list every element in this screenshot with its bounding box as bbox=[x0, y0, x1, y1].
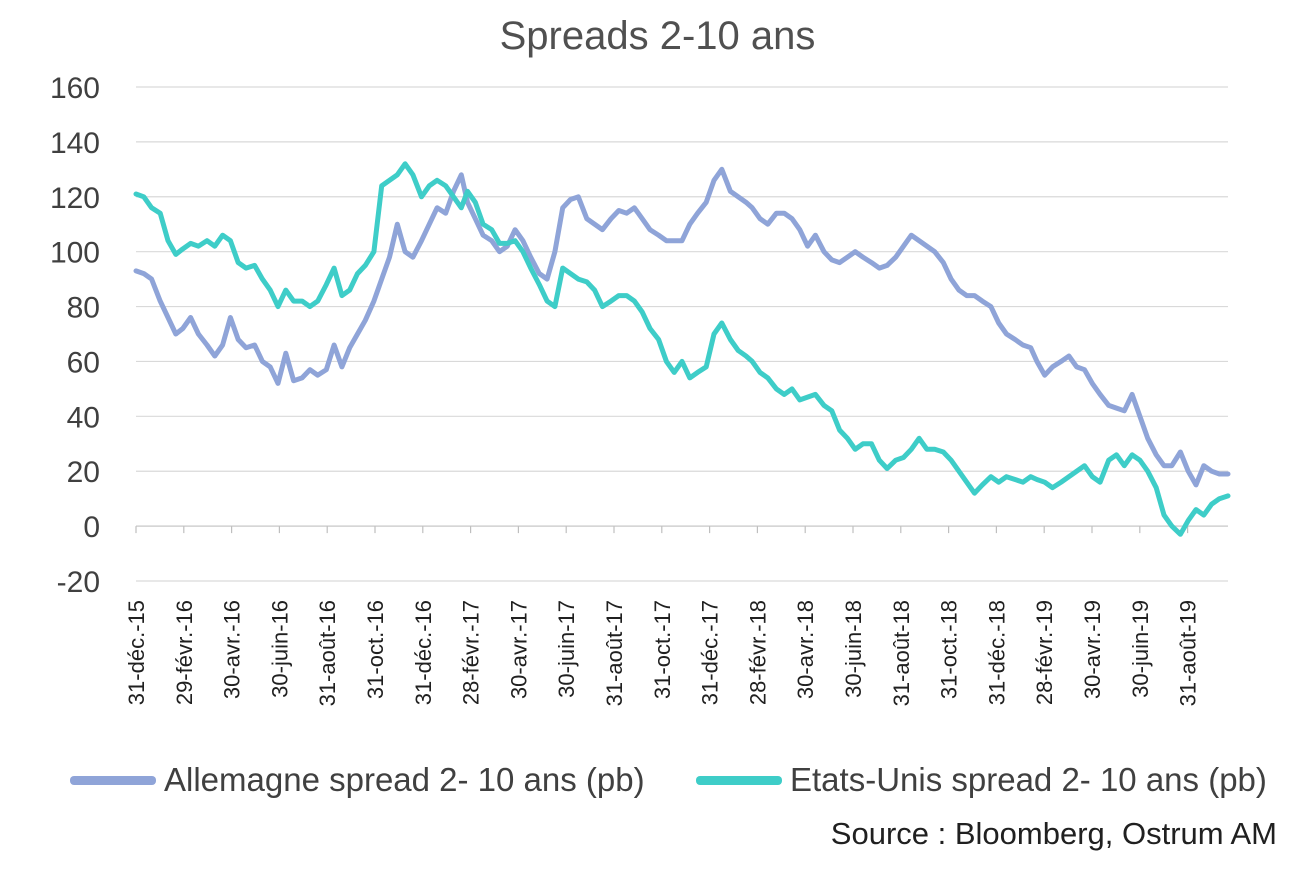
legend-entry-etats-unis: Etats-Unis spread 2- 10 ans (pb) bbox=[696, 758, 1267, 802]
x-tick-label: 31-déc.-15 bbox=[124, 600, 149, 705]
x-tick-label: 31-déc.-16 bbox=[411, 600, 436, 705]
legend-entry-allemagne: Allemagne spread 2- 10 ans (pb) bbox=[70, 758, 645, 802]
y-tick-label: 0 bbox=[83, 511, 100, 544]
x-axis bbox=[135, 525, 1228, 534]
x-tick-label: 31-août-18 bbox=[889, 600, 914, 706]
y-tick-label: 160 bbox=[50, 72, 100, 105]
series-line-etats-unis bbox=[133, 161, 1231, 537]
chart-title: Spreads 2-10 ans bbox=[499, 14, 816, 58]
legend-swatch-allemagne bbox=[70, 775, 156, 785]
y-tick-label: -20 bbox=[57, 566, 100, 599]
x-tick-label: 28-févr.-17 bbox=[459, 600, 484, 705]
x-axis-tick-labels: 31-déc.-15 29-févr.-16 30-avr.-16 30-juin-1… bbox=[124, 600, 1201, 706]
y-tick-label: 140 bbox=[50, 127, 100, 160]
y-axis-tick-labels: 160 140 120 100 80 60 40 20 0 -20 bbox=[50, 72, 100, 599]
x-tick-label: 30-juin-16 bbox=[267, 600, 292, 698]
y-tick-label: 120 bbox=[50, 182, 100, 215]
y-tick-label: 100 bbox=[50, 237, 100, 270]
x-tick-label: 31-août-17 bbox=[602, 600, 627, 706]
y-tick-label: 80 bbox=[67, 292, 100, 325]
y-tick-label: 40 bbox=[67, 401, 100, 434]
x-tick-label: 31-oct.-17 bbox=[650, 600, 675, 699]
series-line-allemagne bbox=[133, 166, 1231, 488]
y-tick-label: 60 bbox=[67, 346, 100, 379]
x-tick-label: 31-oct.-18 bbox=[937, 600, 962, 699]
x-tick-label: 30-avr.-19 bbox=[1080, 600, 1105, 699]
source-note: Source : Bloomberg, Ostrum AM bbox=[830, 816, 1277, 851]
x-tick-label: 31-déc.-18 bbox=[984, 600, 1009, 705]
legend-swatch-etats-unis bbox=[696, 775, 782, 785]
x-tick-label: 31-déc.-17 bbox=[698, 600, 723, 705]
y-tick-label: 20 bbox=[67, 456, 100, 489]
legend-label-allemagne: Allemagne spread 2- 10 ans (pb) bbox=[164, 761, 645, 798]
x-tick-label: 29-févr.-16 bbox=[172, 600, 197, 705]
x-tick-label: 30-avr.-16 bbox=[220, 600, 245, 699]
grid-lines bbox=[136, 86, 1228, 582]
x-tick-label: 30-avr.-17 bbox=[506, 600, 531, 699]
x-tick-label: 30-juin-18 bbox=[841, 600, 866, 698]
series-lines bbox=[133, 161, 1231, 537]
legend-label-etats-unis: Etats-Unis spread 2- 10 ans (pb) bbox=[790, 761, 1267, 798]
x-tick-label: 28-févr.-19 bbox=[1032, 600, 1057, 705]
x-tick-label: 30-juin-17 bbox=[554, 600, 579, 698]
x-tick-label: 31-août-16 bbox=[315, 600, 340, 706]
x-tick-label: 31-oct.-16 bbox=[363, 600, 388, 699]
x-tick-label: 30-juin-19 bbox=[1128, 600, 1153, 698]
x-tick-label: 31-août-19 bbox=[1176, 600, 1201, 706]
x-tick-label: 30-avr.-18 bbox=[793, 600, 818, 699]
x-tick-label: 28-févr.-18 bbox=[745, 600, 770, 705]
